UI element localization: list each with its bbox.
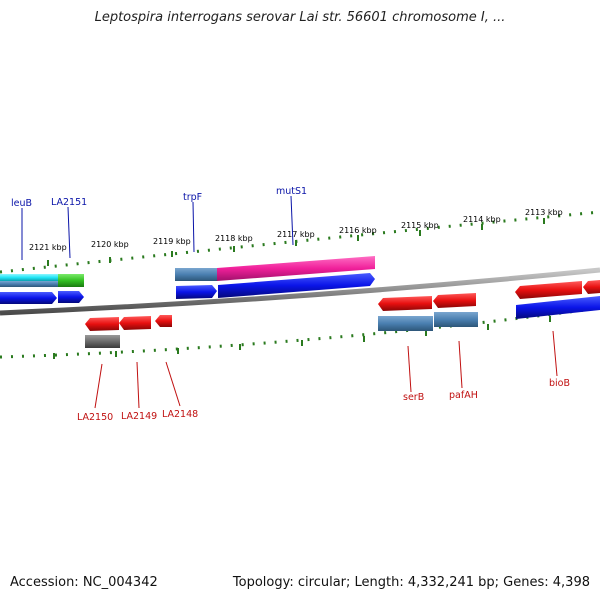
gene-bar-LA2150[interactable] (85, 335, 120, 348)
tick-label: 2115 kbp (401, 221, 439, 230)
tick-label: 2117 kbp (277, 230, 315, 239)
label-leaders (21, 195, 558, 409)
gene-label-leuB[interactable]: leuB (11, 198, 32, 209)
topology-summary: Topology: circular; Length: 4,332,241 bp… (232, 575, 590, 590)
accession-text: Accession: NC_004342 (10, 575, 158, 590)
reverse-genes (85, 280, 600, 348)
gene-label-trpF[interactable]: trpF (183, 192, 202, 203)
scale-tick-labels: 2121 kbp 2120 kbp 2119 kbp 2118 kbp 2117… (29, 208, 563, 252)
gene-label-mutS1[interactable]: mutS1 (276, 186, 307, 197)
gene-label-LA2151[interactable]: LA2151 (51, 197, 87, 208)
scale-major-ticks (47, 218, 545, 266)
gene-bar-mutS1[interactable] (217, 256, 375, 281)
gene-label-bioB[interactable]: bioB (549, 378, 570, 389)
tick-label: 2120 kbp (91, 240, 129, 249)
cds-bioB-forward[interactable] (516, 296, 600, 319)
gene-bar-leuB-lower[interactable] (0, 281, 58, 287)
tick-label: 2113 kbp (525, 208, 563, 217)
gene-label-LA2150[interactable]: LA2150 (77, 412, 113, 423)
gene-labels: leuB LA2151 trpF mutS1 LA2150 LA2149 LA2… (11, 186, 570, 423)
tick-label: 2119 kbp (153, 237, 191, 246)
scale-minor-ticks-lower (53, 316, 551, 359)
scale-arc-upper (0, 210, 600, 274)
forward-genes (0, 256, 375, 304)
gene-label-serB[interactable]: serB (403, 392, 424, 403)
tick-label: 2118 kbp (215, 234, 253, 243)
cds-bioB[interactable] (515, 281, 582, 299)
chromosome-backbone (0, 267, 600, 316)
scale-arc-lower (0, 306, 600, 359)
cds-serB[interactable] (378, 296, 432, 311)
cds-leuB[interactable] (0, 292, 57, 304)
tick-label: 2114 kbp (463, 215, 501, 224)
gene-bar-LA2151[interactable] (58, 274, 84, 287)
cds-bioB-2[interactable] (583, 280, 600, 294)
gene-bar-trpF[interactable] (175, 268, 217, 281)
cds-pafAH[interactable] (433, 293, 476, 308)
tick-label: 2116 kbp (339, 226, 377, 235)
cds-mutS1[interactable] (218, 273, 375, 298)
gene-bar-pafAH[interactable] (434, 312, 478, 327)
gene-bar-serB[interactable] (378, 316, 433, 331)
map-title: Leptospira interrogans serovar Lai str. … (94, 10, 506, 25)
gene-bar-leuB[interactable] (0, 274, 58, 281)
gene-label-pafAH[interactable]: pafAH (449, 390, 478, 401)
cds-trpF[interactable] (176, 285, 217, 299)
cds-LA2148[interactable] (155, 315, 172, 327)
tick-label: 2121 kbp (29, 243, 67, 252)
cds-LA2150[interactable] (85, 317, 119, 331)
cds-LA2149[interactable] (119, 316, 151, 330)
gene-label-LA2149[interactable]: LA2149 (121, 411, 157, 422)
cds-LA2151[interactable] (58, 291, 84, 303)
gene-label-LA2148[interactable]: LA2148 (162, 409, 198, 420)
